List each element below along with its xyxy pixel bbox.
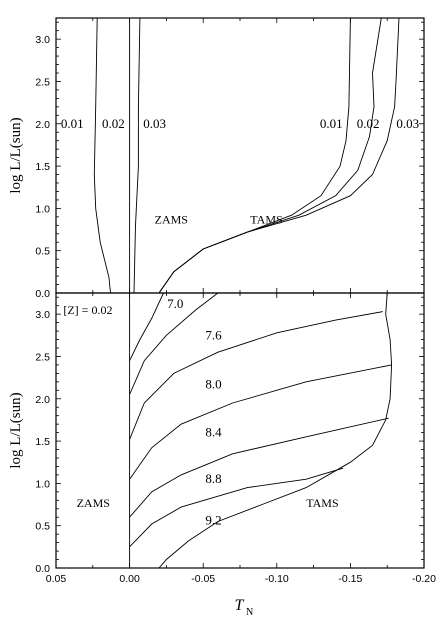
y-axis-label: log L/L(sun) (8, 117, 24, 193)
y-tick-label: 0.5 (35, 246, 50, 258)
series-label: 7.6 (205, 327, 222, 342)
series-label: 0.01 (61, 116, 84, 131)
x-tick-label: -0.10 (265, 573, 289, 585)
series-line-top-3 (158, 17, 351, 294)
y-tick-label: 0.0 (35, 563, 50, 575)
y-tick-label: 0.0 (35, 288, 50, 300)
y-tick-label: 1.5 (35, 436, 50, 448)
series-line-bottom-2 (129, 292, 164, 361)
x-axis-label-subscript: N (246, 607, 253, 618)
x-axis-label: T (235, 597, 245, 614)
series-label: 0.03 (396, 116, 419, 131)
series-label: 0.02 (102, 116, 125, 131)
series-line-top-2 (133, 17, 141, 294)
y-tick-label: 3.0 (35, 34, 50, 46)
y-axis-label: log L/L(sun) (8, 392, 24, 468)
x-tick-label: -0.15 (338, 573, 362, 585)
y-tick-label: 1.0 (35, 478, 50, 490)
series-label: 8.8 (205, 471, 221, 486)
y-tick-label: 3.0 (35, 309, 50, 321)
series-line-top-5 (158, 17, 400, 294)
y-tick-label: 2.0 (35, 394, 50, 406)
y-tick-label: 2.5 (35, 76, 50, 88)
x-tick-label: 0.05 (46, 573, 67, 585)
series-label: 8.4 (205, 425, 222, 440)
x-tick-label: -0.05 (191, 573, 215, 585)
y-tick-label: 1.0 (35, 203, 50, 215)
annotation: TAMS (306, 496, 338, 510)
series-label: 9.2 (205, 513, 221, 528)
series-line-bottom-4 (129, 311, 383, 440)
x-tick-label: -0.20 (412, 573, 436, 585)
annotation: ZAMS (155, 212, 188, 226)
series-label: 0.01 (320, 116, 343, 131)
series-line-bottom-6 (129, 417, 389, 518)
series-line-top-0 (93, 17, 111, 294)
y-tick-label: 0.5 (35, 521, 50, 533)
y-tick-label: 1.5 (35, 161, 50, 173)
series-label: 0.03 (143, 116, 166, 131)
series-label: 7.0 (167, 296, 183, 311)
annotation: [Z] = 0.02 (63, 303, 112, 317)
y-tick-label: 2.5 (35, 351, 50, 363)
series-line-bottom-1 (158, 292, 393, 569)
series-line-bottom-3 (129, 292, 219, 395)
annotation: ZAMS (77, 496, 110, 510)
plot-frame-bottom (55, 292, 425, 569)
plot-frame-top (55, 17, 425, 294)
series-line-bottom-7 (129, 467, 344, 548)
annotation: TAMS (250, 212, 282, 226)
x-tick-label: 0.00 (119, 573, 140, 585)
series-label: 8.0 (205, 376, 221, 391)
series-line-top-4 (158, 17, 382, 294)
series-label: 0.02 (357, 116, 380, 131)
series-line-bottom-5 (129, 364, 392, 480)
y-tick-label: 2.0 (35, 119, 50, 131)
